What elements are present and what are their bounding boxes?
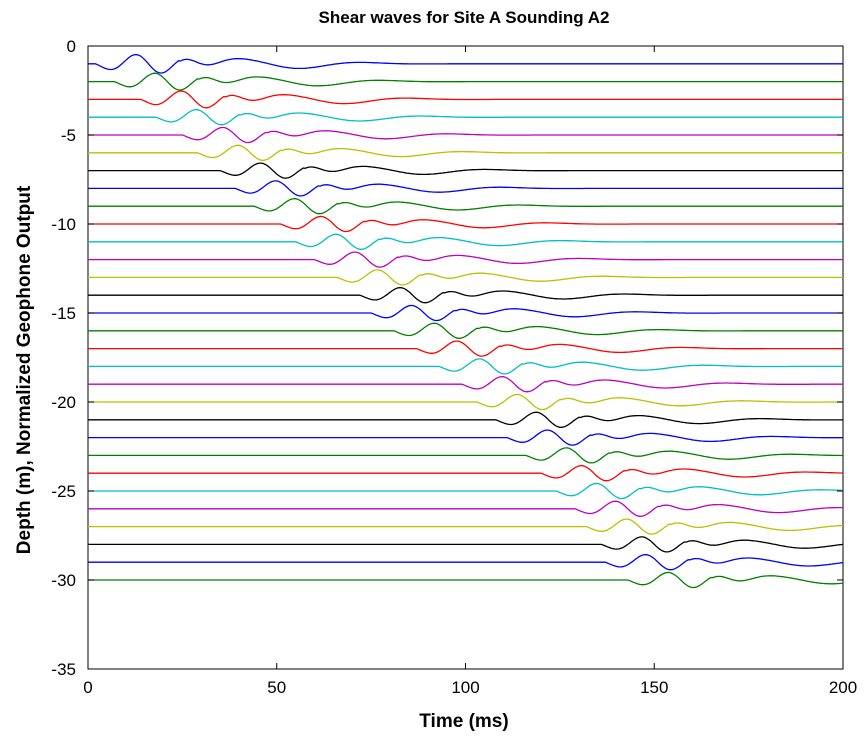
trace-line — [88, 358, 843, 375]
x-tick-label: 50 — [267, 678, 286, 697]
trace-line — [88, 180, 843, 197]
y-axis-label: Depth (m), Normalized Geophone Output — [14, 185, 35, 554]
trace-line — [88, 109, 843, 126]
trace-line — [88, 429, 843, 446]
trace-line — [88, 571, 843, 589]
trace-line — [88, 518, 843, 535]
x-axis-label: Time (ms) — [419, 711, 508, 732]
chart-title: Shear waves for Site A Sounding A2 — [319, 8, 610, 27]
trace-line — [88, 287, 843, 304]
trace-line — [88, 340, 843, 357]
x-tick-label: 200 — [829, 678, 857, 697]
y-tick-label: -20 — [51, 393, 76, 412]
trace-line — [88, 90, 843, 109]
trace-line — [88, 536, 843, 553]
trace-line — [88, 376, 843, 393]
trace-line — [88, 447, 843, 464]
x-tick-label: 0 — [83, 678, 92, 697]
trace-line — [88, 304, 843, 322]
plot-frame — [87, 45, 844, 670]
trace-line — [88, 233, 843, 250]
trace-line — [88, 393, 843, 411]
trace-line — [88, 53, 843, 74]
x-tick-label: 100 — [451, 678, 479, 697]
trace-line — [88, 251, 843, 268]
trace-line — [88, 482, 843, 500]
trace-line — [88, 72, 843, 91]
trace-line — [88, 269, 843, 286]
y-tick-label: -15 — [51, 304, 76, 323]
trace-line — [88, 411, 843, 428]
trace-line — [88, 198, 843, 215]
trace-line — [88, 126, 843, 144]
trace-line — [88, 215, 843, 233]
trace-line — [88, 162, 843, 179]
y-tick-label: 0 — [67, 37, 76, 56]
y-tick-label: -25 — [51, 482, 76, 501]
y-axis: 0 -5 -10 -15 -20 -25 -30 -35 — [51, 37, 843, 679]
trace-line — [88, 144, 843, 161]
y-tick-label: -10 — [51, 215, 76, 234]
y-tick-label: -30 — [51, 571, 76, 590]
y-tick-label: -5 — [61, 126, 76, 145]
trace-line — [88, 500, 843, 517]
trace-line — [88, 322, 843, 339]
y-tick-label: -35 — [51, 660, 76, 679]
plot-area — [87, 45, 844, 670]
x-tick-label: 150 — [640, 678, 668, 697]
x-axis: 0 50 100 150 200 — [83, 46, 857, 697]
trace-line — [88, 465, 843, 482]
trace-line — [88, 554, 843, 571]
